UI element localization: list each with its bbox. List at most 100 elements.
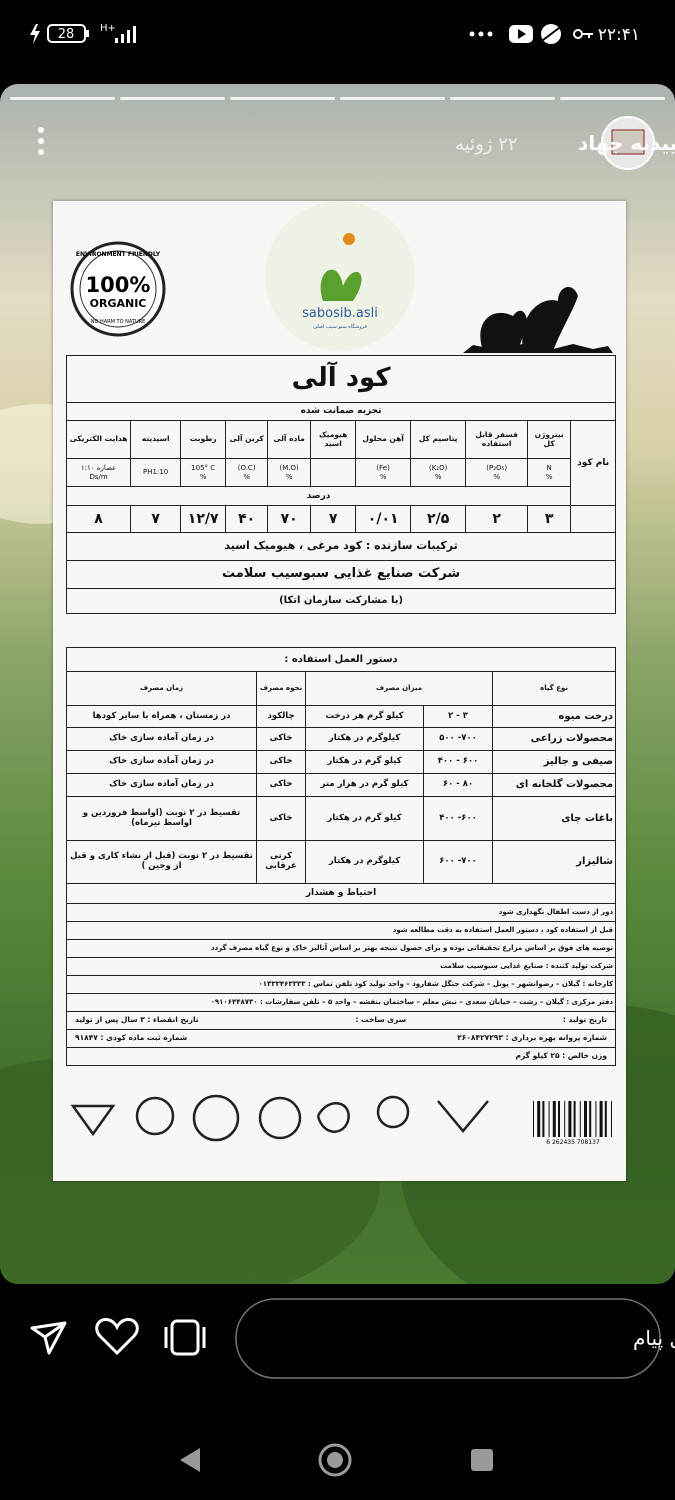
plant-type: درخت میوه — [492, 705, 617, 728]
table-row: ۳ ۲ ۲/۵ ۰/۰۱ ۷ ۷۰ ۴۰ ۱۲/۷ ۷ ۸ — [65, 505, 617, 533]
column-header: آهن محلول — [355, 420, 412, 459]
value-cell: ۴۰ — [225, 505, 269, 533]
unit-text: % — [545, 472, 553, 481]
unit-text: N — [546, 464, 552, 473]
info-cell: تاریخ تولید : سری ساخت : تاریخ انقضاء : ۳ … — [65, 1011, 617, 1030]
info-text: شماره ثبت ماده کودی : ۹۱۸۴۷ — [75, 1033, 188, 1043]
amount: ۶۰۰ - ۴۰۰ — [423, 750, 494, 774]
unit-cell: عصاره ۱:۱۰ Ds/m — [65, 458, 132, 487]
value-cell: ۲ — [465, 505, 529, 533]
instructions-title: دستور العمل استفاده : — [65, 647, 617, 672]
label-subtitle: تجزیه ضمانت شده — [65, 402, 617, 421]
unit-cell: (M.O)% — [267, 458, 312, 487]
barcode-bar — [542, 1101, 545, 1137]
badge-main: 100% — [86, 273, 151, 297]
value-cell: ۷ — [310, 505, 357, 533]
badge-sub: ORGANIC — [90, 297, 147, 310]
column-header: پتاسیم کل — [410, 420, 467, 459]
recents-button[interactable] — [471, 1449, 493, 1471]
amount: ۷۰۰- ۵۰۰ — [423, 727, 494, 751]
amount: ۳ - ۲ — [423, 705, 494, 728]
mention-button[interactable] — [170, 1319, 200, 1356]
progress-segment — [560, 97, 665, 100]
home-dot — [327, 1452, 343, 1468]
column-header: نوع گیاه — [492, 671, 617, 706]
info-cell: شماره پروانه بهره برداری : ۲۶۰۸۴۲۷۲۹۳ شما… — [65, 1029, 617, 1048]
plant-type: محصولات گلخانه ای — [492, 773, 617, 797]
key-icon — [573, 29, 583, 39]
table-row: درخت میوه ۳ - ۲ کیلو گرم هر درخت چالکود در ز… — [65, 705, 617, 728]
options-button[interactable] — [38, 127, 44, 155]
roosters — [463, 286, 613, 353]
method: خاکی — [256, 727, 307, 751]
barcode-bar — [579, 1101, 581, 1137]
value-cell: ۷۰ — [267, 505, 312, 533]
empty-cell — [570, 505, 617, 533]
unit-cell: (P₂O₅)% — [465, 458, 529, 487]
amount: ۶۰۰- ۴۰۰ — [423, 796, 494, 841]
company: شرکت صنایع غذایی سبوسیب سلامت — [65, 560, 617, 589]
column-header: ماده آلی — [267, 420, 312, 459]
table-row: محصولات زراعی ۷۰۰- ۵۰۰ کیلوگرم در هکتار خاک… — [65, 727, 617, 751]
message-input[interactable] — [235, 1298, 661, 1379]
barcode-bar — [584, 1101, 587, 1137]
home-button[interactable] — [318, 1443, 352, 1477]
key-shaft — [582, 33, 593, 38]
emblem-logo — [192, 1094, 240, 1142]
barcode-bar — [611, 1101, 612, 1137]
amount: ۷۰۰- ۶۰۰ — [423, 840, 494, 884]
table-row: تجزیه ضمانت شده — [65, 402, 617, 421]
jihad-logo — [258, 1096, 302, 1140]
value-cell: ۰/۰۱ — [355, 505, 412, 533]
info-text: سری ساخت : — [355, 1015, 407, 1025]
barcode-bar — [533, 1101, 534, 1137]
timing: تقسیط در ۲ نوبت (اواسط فروردین و اواسط ت… — [65, 796, 258, 841]
column-header: هدایت الکتریکی — [65, 420, 132, 459]
share-button[interactable] — [30, 1321, 67, 1355]
table-row: شماره پروانه بهره برداری : ۲۶۰۸۴۲۷۲۹۳ شما… — [65, 1029, 617, 1048]
avatar-image — [611, 129, 645, 155]
table-row: دستور العمل استفاده : — [65, 647, 617, 672]
barcode-bar — [595, 1101, 597, 1137]
table-row: وزن خالص : ۲۵ کیلو گرم — [65, 1047, 617, 1066]
unit-text: % — [434, 472, 442, 481]
table-row: کود آلی — [65, 355, 617, 403]
certification-logos: 6 262435 708137 — [70, 1094, 612, 1146]
barcode-bar — [558, 1101, 560, 1137]
vpn-slash — [542, 27, 560, 41]
bird-logo — [316, 1102, 350, 1133]
barcode — [533, 1101, 612, 1137]
column-header: نیتروژن کل — [527, 420, 572, 459]
charging-icon — [30, 24, 40, 44]
table-row: دفتر مرکزی : گیلان – رشت – خیابان سعدی –… — [65, 993, 617, 1012]
table-row: صیفی و جالیز ۶۰۰ - ۴۰۰ کیلو گرم در هکتار خا… — [65, 750, 617, 774]
barcode-bar — [548, 1101, 550, 1137]
unit-text: % — [243, 472, 250, 481]
username[interactable]: تاییدیه جهاد — [578, 131, 675, 155]
unit-text: عصاره ۱:۱۰ — [80, 464, 117, 473]
barcode-number: 6 262435 708137 — [546, 1139, 600, 1146]
unit-text: (K₂O) — [428, 464, 448, 473]
table-row: محصولات گلخانه ای ۸۰ - ۶۰ کیلو گرم در هزار… — [65, 773, 617, 797]
table-row: دور از دست اطفال نگهداری شود — [65, 903, 617, 922]
table-row: نام کود نیتروژن کل فسفر قابل استفاده پتاسیم… — [65, 420, 617, 506]
column-header: میزان مصرف — [305, 671, 494, 706]
barcode-bar — [568, 1101, 572, 1137]
value-cell: ۲/۵ — [410, 505, 467, 533]
name-header: نام کود — [570, 420, 617, 506]
barcode-bar — [599, 1101, 603, 1137]
like-button[interactable] — [95, 1317, 139, 1356]
back-button[interactable] — [180, 1448, 200, 1472]
unit-text: % — [285, 472, 293, 481]
unit-cell: 105° C% — [180, 458, 227, 487]
table-row: درصد — [65, 486, 616, 506]
info-row: شماره پروانه بهره برداری : ۲۶۰۸۴۲۷۲۹۳ شما… — [69, 1034, 613, 1043]
battery-tip — [86, 30, 89, 37]
barcode-bar — [604, 1101, 607, 1137]
table-row: شالیزار ۷۰۰- ۶۰۰ کیلوگرم در هکتار کرتی غرقا… — [65, 840, 617, 884]
reply-bar: ارسال پیام — [30, 1298, 675, 1379]
unit-text: % — [493, 472, 500, 481]
standard-logo — [70, 1104, 116, 1137]
